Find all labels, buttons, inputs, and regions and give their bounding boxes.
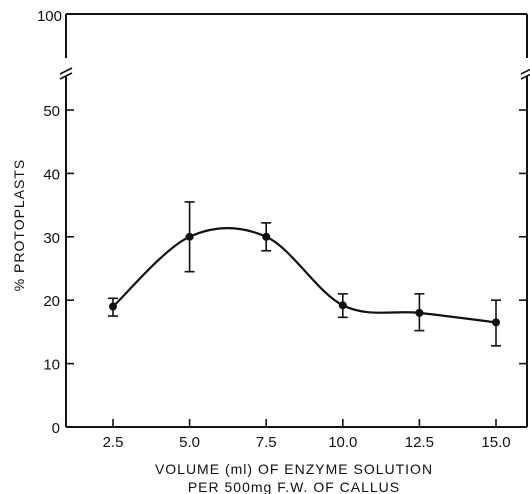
axes-group: 0 10 20 30 40 50 100 2.5 5.0 7.5 10.0 12.5 15.0 bbox=[37, 8, 530, 451]
y-tick-label: 40 bbox=[43, 166, 60, 183]
y-tick-label: 50 bbox=[43, 103, 60, 120]
data-point bbox=[492, 318, 500, 327]
y-tick-label: 30 bbox=[43, 230, 60, 247]
x-tick-label: 12.5 bbox=[405, 434, 434, 451]
y-tick-label: 0 bbox=[52, 420, 60, 437]
x-tick-label: 7.5 bbox=[256, 434, 277, 451]
data-point bbox=[415, 308, 424, 317]
data-point bbox=[109, 302, 117, 311]
labels-group: VOLUME (ml) OF ENZYME SOLUTION PER 500mg… bbox=[11, 159, 433, 494]
x-tick-label: 10.0 bbox=[328, 434, 357, 451]
x-tick-label: 15.0 bbox=[481, 434, 510, 451]
y-tick-label: 20 bbox=[43, 293, 60, 310]
x-tick-label: 2.5 bbox=[103, 434, 124, 451]
data-point bbox=[185, 232, 194, 241]
y-axis-break-mark bbox=[59, 67, 73, 80]
series-line bbox=[112, 227, 497, 324]
y-tick-label: 10 bbox=[43, 357, 60, 374]
series-group bbox=[108, 201, 501, 347]
y-axis-title: % PROTOPLASTS bbox=[11, 159, 27, 292]
data-point bbox=[338, 301, 347, 310]
x-tick-label: 5.0 bbox=[179, 434, 200, 451]
right-frame-break-mark bbox=[520, 68, 530, 80]
y-tick-label-top: 100 bbox=[37, 8, 62, 25]
x-axis-title-line2: PER 500mg F.W. OF CALLUS bbox=[188, 479, 400, 494]
x-axis-title-line1: VOLUME (ml) OF ENZYME SOLUTION bbox=[155, 461, 433, 477]
data-point bbox=[262, 232, 271, 241]
